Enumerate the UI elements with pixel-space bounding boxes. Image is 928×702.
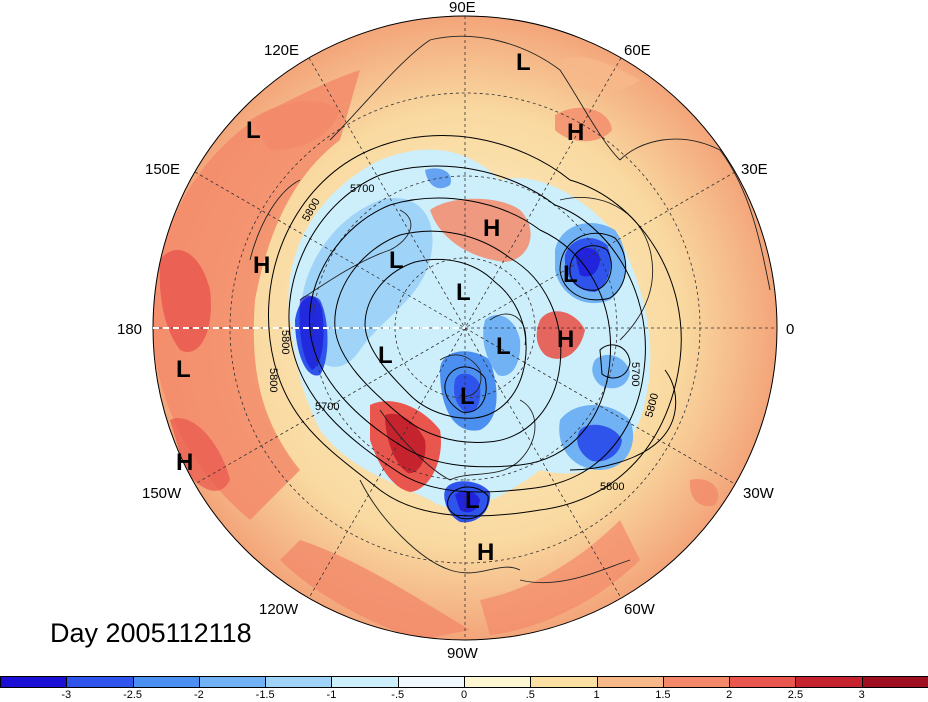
anomaly-field (153, 16, 777, 640)
map-title: Day 2005112118 (50, 618, 252, 648)
colorbar-swatch (397, 676, 465, 688)
pressure-center-low: L (389, 247, 404, 274)
colorbar-swatch (66, 676, 134, 688)
colorbar-swatch (265, 676, 333, 688)
lon-label-60e: 60E (624, 42, 651, 59)
height-contours (268, 135, 682, 520)
pressure-center-low: L (246, 117, 261, 144)
colorbar-swatch (596, 676, 664, 688)
colorbar-tick-label: 0 (460, 689, 468, 701)
lon-label-90e: 90E (449, 0, 476, 16)
pressure-center-high: H (557, 326, 574, 353)
colorbar-tick-label: -2 (193, 689, 204, 701)
polar-stereographic-map: 5700 5800 5800 5800 5700 5700 5800 5800 … (117, 0, 794, 662)
lon-label-90w: 90W (447, 645, 479, 662)
coastlines (249, 35, 771, 584)
pressure-center-high: H (567, 119, 584, 146)
pressure-center-low: L (176, 356, 191, 383)
colorbar-tick-label: 2 (726, 689, 733, 701)
colorbar-tick-label: -1.5 (255, 689, 275, 701)
contour-label: 5800 (267, 368, 279, 392)
colorbar-swatch (464, 676, 532, 688)
contour-label: 5700 (629, 362, 641, 386)
lon-label-30w: 30W (743, 485, 775, 502)
colorbar-tick-label: -2.5 (123, 689, 143, 701)
contour-label: 5800 (279, 330, 291, 354)
colorbar-tick-label: -1 (326, 689, 337, 701)
colorbar-swatch (795, 676, 863, 688)
colorbar-swatch (662, 676, 731, 688)
pressure-center-low: L (460, 383, 475, 410)
pressure-center-high: H (477, 539, 494, 566)
colorbar-tick-label: -3 (61, 689, 72, 701)
pressure-center-low: L (378, 342, 393, 369)
pressure-center-high: H (176, 449, 193, 476)
pressure-center-low: L (465, 487, 480, 514)
colorbar-tick-label: 1 (593, 689, 600, 701)
colorbar-swatch (198, 676, 267, 688)
pressure-center-high: H (483, 215, 500, 242)
colorbar-swatch (530, 676, 598, 688)
lon-label-180: 180 (117, 321, 142, 338)
lon-label-30e: 30E (741, 161, 768, 178)
colorbar: -3 -2.5 -2 -1.5 -1 -.5 0 .5 1 1.5 2 2.5 3 (0, 676, 928, 702)
colorbar-swatch (0, 676, 68, 688)
colorbar-tick-label: .5 (525, 689, 535, 701)
pressure-center-low: L (563, 261, 578, 288)
lon-label-120e: 120E (264, 42, 299, 59)
contour-label: 5800 (600, 481, 624, 493)
lon-label-120w: 120W (259, 601, 299, 618)
colorbar-tick-label: 3 (858, 689, 865, 701)
lon-label-150e: 150E (145, 161, 180, 178)
colorbar-swatch (331, 676, 399, 688)
pressure-centers: L H L H L L L L H H L H H L L L H (176, 49, 584, 566)
colorbar-tick-label: 2.5 (787, 689, 804, 701)
lon-label-0: 0 (786, 321, 794, 338)
pressure-center-high: H (253, 252, 270, 279)
lon-label-150w: 150W (142, 485, 182, 502)
colorbar-swatch (729, 676, 797, 688)
contour-label: 5700 (350, 183, 374, 195)
colorbar-tick-label: 1.5 (655, 689, 671, 701)
colorbar-swatch (132, 676, 200, 688)
pressure-center-low: L (456, 279, 471, 306)
longitude-labels: 90E 60E 30E 0 30W 60W 90W 120W 150W 180 … (117, 0, 794, 662)
colorbar-tick-label: -.5 (391, 689, 405, 701)
contour-label: 5700 (315, 401, 339, 413)
pressure-center-low: L (496, 333, 511, 360)
pressure-center-low: L (516, 49, 531, 76)
colorbar-swatch (861, 676, 928, 688)
lon-label-60w: 60W (624, 601, 656, 618)
